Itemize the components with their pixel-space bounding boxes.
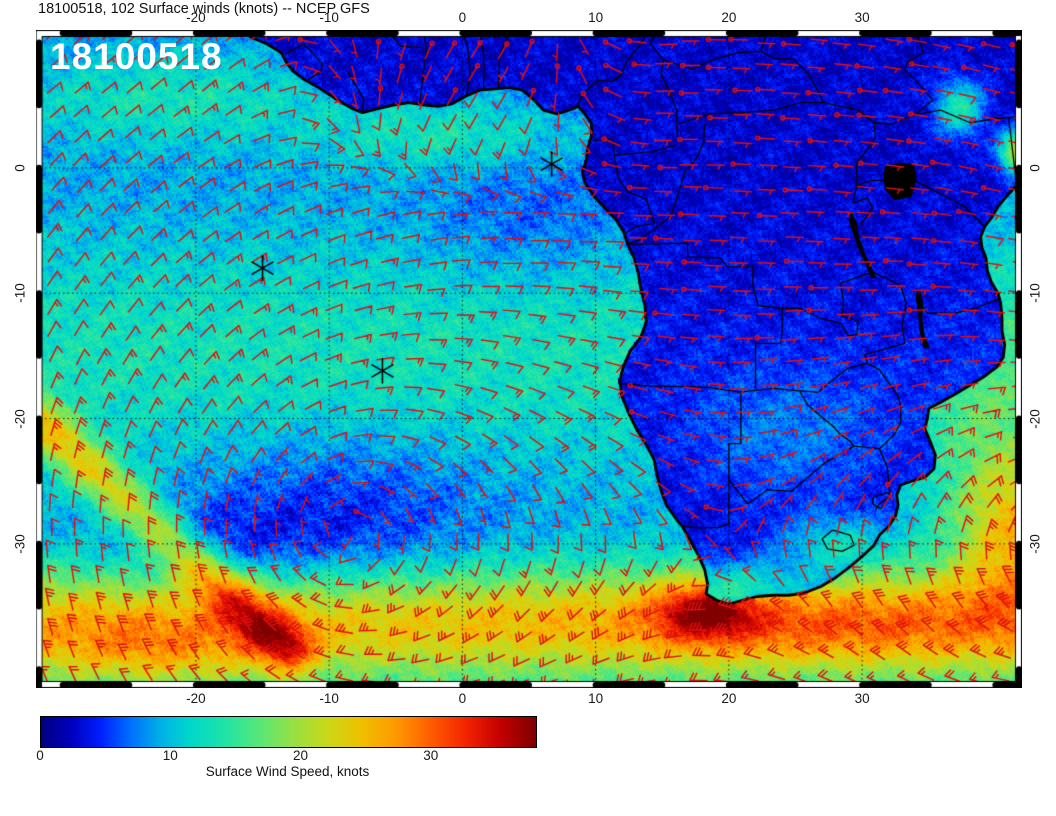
x-tick-label: 30 [854, 691, 870, 706]
y-tick-label: 0 [1027, 164, 1043, 172]
x-tick-label: -20 [186, 10, 206, 25]
colorbar-gradient [40, 716, 537, 748]
x-tick-label: -20 [186, 691, 206, 706]
y-tick-label: 0 [12, 164, 28, 172]
run-datetime-overlay: 18100518 [50, 36, 223, 77]
x-tick-label: 20 [721, 10, 737, 25]
colorbar-tick-label: 30 [423, 748, 439, 763]
figure-title: 18100518, 102 Surface winds (knots) -- N… [38, 1, 370, 17]
y-tick-label: -30 [12, 534, 28, 554]
x-tick-label: 30 [854, 10, 870, 25]
y-tick-label: -20 [1027, 408, 1043, 429]
y-tick-label: -10 [12, 283, 28, 303]
x-tick-label: -10 [319, 691, 339, 706]
x-tick-label: -10 [319, 10, 339, 25]
colorbar-tick-label: 0 [36, 748, 44, 763]
x-tick-label: 20 [721, 691, 737, 706]
x-tick-label: 0 [458, 10, 467, 25]
y-tick-label: -30 [1027, 534, 1043, 554]
colorbar-tick-label: 10 [162, 748, 178, 763]
x-tick-label: 0 [458, 691, 467, 706]
x-tick-label: 10 [588, 10, 604, 25]
colorbar-tick-label: 20 [293, 748, 309, 763]
y-tick-label: -20 [12, 408, 28, 429]
x-tick-label: 10 [588, 691, 604, 706]
colorbar-label: Surface Wind Speed, knots [205, 764, 370, 779]
y-tick-label: -10 [1027, 283, 1043, 303]
wind-map-canvas [36, 30, 1022, 688]
